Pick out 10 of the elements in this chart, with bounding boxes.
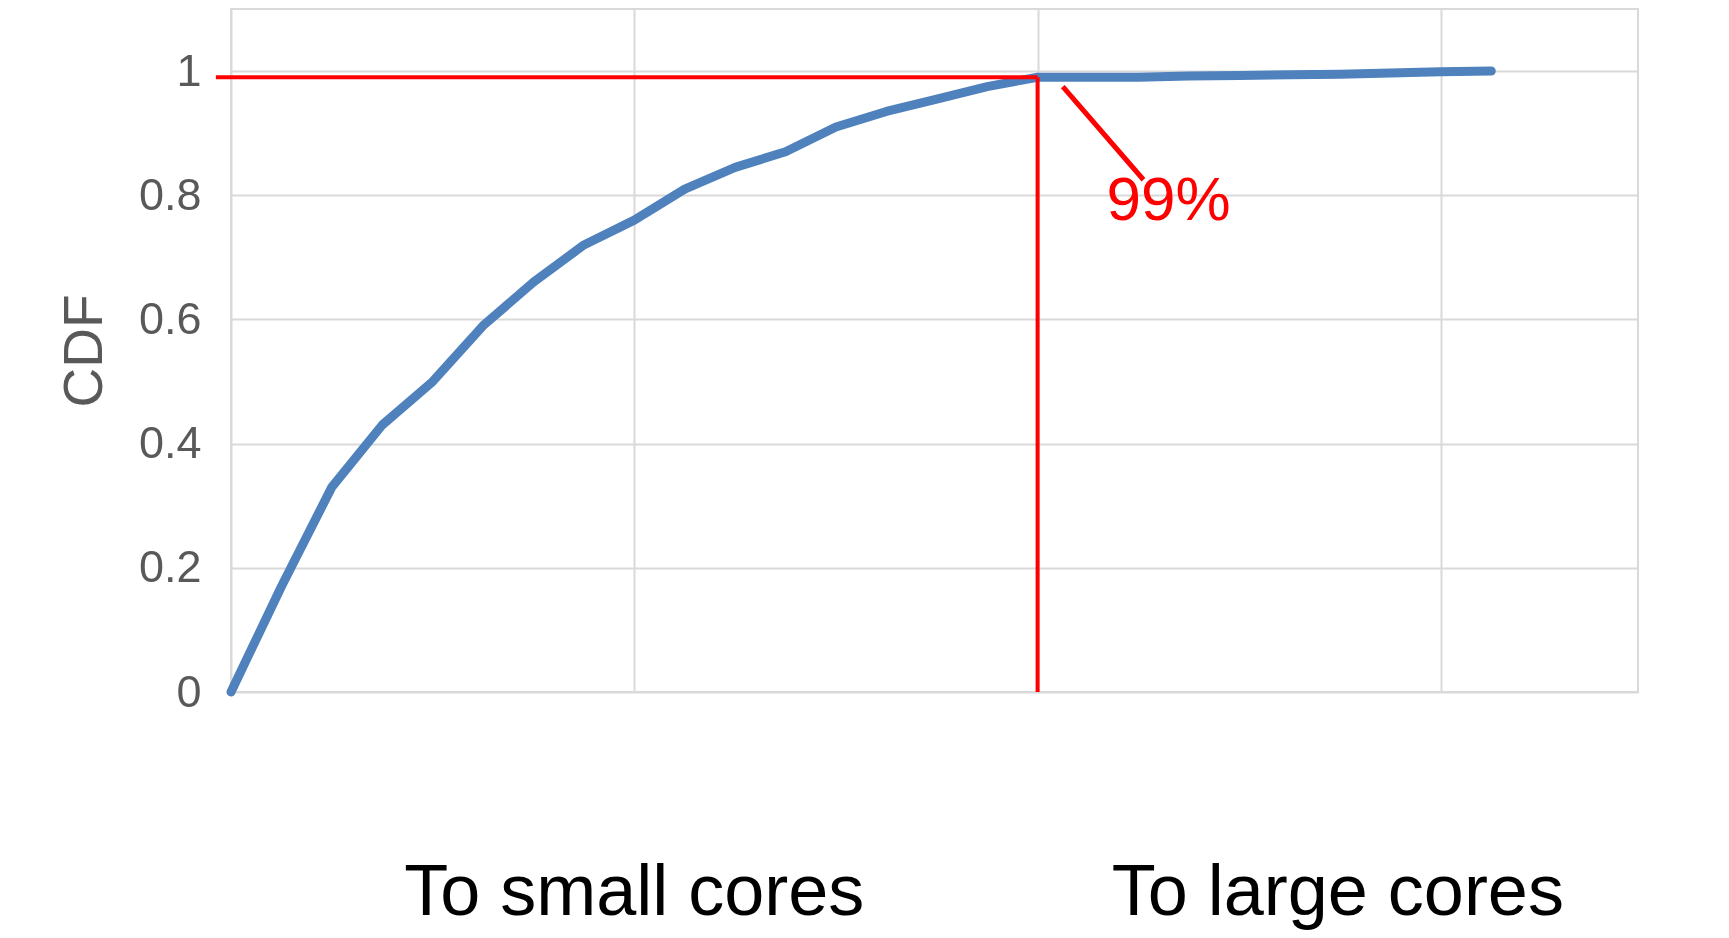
y-tick-label: 0.2 — [138, 541, 202, 593]
annotation: 99% — [1106, 164, 1231, 234]
y-tick-label: 0.4 — [138, 417, 202, 469]
text: To large cores — [1111, 850, 1564, 930]
y-axis-title: CDF — [51, 294, 114, 408]
text: To small cores — [404, 850, 865, 930]
y-tick-label: 0.8 — [138, 168, 202, 220]
y-tick-label: 0 — [176, 665, 202, 717]
y-tick-label: 0.6 — [138, 292, 202, 344]
y-tick-label: 1 — [176, 44, 202, 96]
